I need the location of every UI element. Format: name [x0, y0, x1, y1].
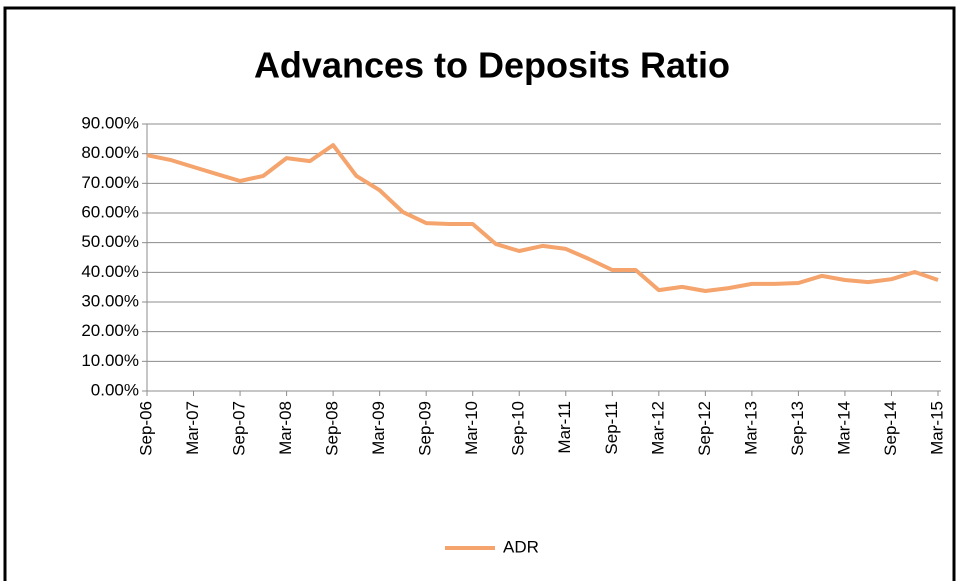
x-tick-label: Mar-10 [462, 401, 481, 455]
x-tick-label: Sep-10 [509, 401, 528, 456]
legend-label: ADR [503, 537, 539, 556]
y-tick-label: 10.00% [81, 351, 139, 370]
x-tick-label: Sep-07 [230, 401, 249, 456]
x-tick-label: Mar-14 [834, 401, 853, 455]
y-tick-label: 80.00% [81, 143, 139, 162]
chart-title: Advances to Deposits Ratio [254, 45, 730, 86]
x-tick-label: Mar-12 [648, 401, 667, 455]
x-tick-label: Mar-11 [555, 401, 574, 454]
x-tick-label: Sep-14 [881, 401, 900, 456]
x-tick-label: Sep-12 [695, 401, 714, 456]
x-tick-label: Sep-08 [323, 401, 342, 456]
y-tick-label: 70.00% [81, 173, 139, 192]
y-tick-label: 90.00% [81, 113, 139, 132]
x-tick-label: Sep-13 [788, 401, 807, 456]
x-tick-label: Sep-09 [416, 401, 435, 456]
y-tick-label: 40.00% [81, 262, 139, 281]
y-tick-label: 60.00% [81, 202, 139, 221]
y-tick-label: 50.00% [81, 232, 139, 251]
data-line [146, 143, 939, 293]
x-tick-label: Sep-11 [602, 401, 621, 455]
x-tick-label: Mar-13 [741, 401, 760, 455]
x-tick-label: Mar-07 [183, 401, 202, 455]
x-tick-label: Mar-15 [927, 401, 946, 455]
y-tick-label: 0.00% [91, 380, 139, 399]
y-tick-label: 20.00% [81, 321, 139, 340]
x-tick-label: Mar-09 [369, 401, 388, 455]
x-tick-label: Sep-06 [136, 401, 155, 456]
chart-border [3, 6, 956, 581]
y-tick-label: 30.00% [81, 291, 139, 310]
x-tick-label: Mar-08 [276, 401, 295, 455]
